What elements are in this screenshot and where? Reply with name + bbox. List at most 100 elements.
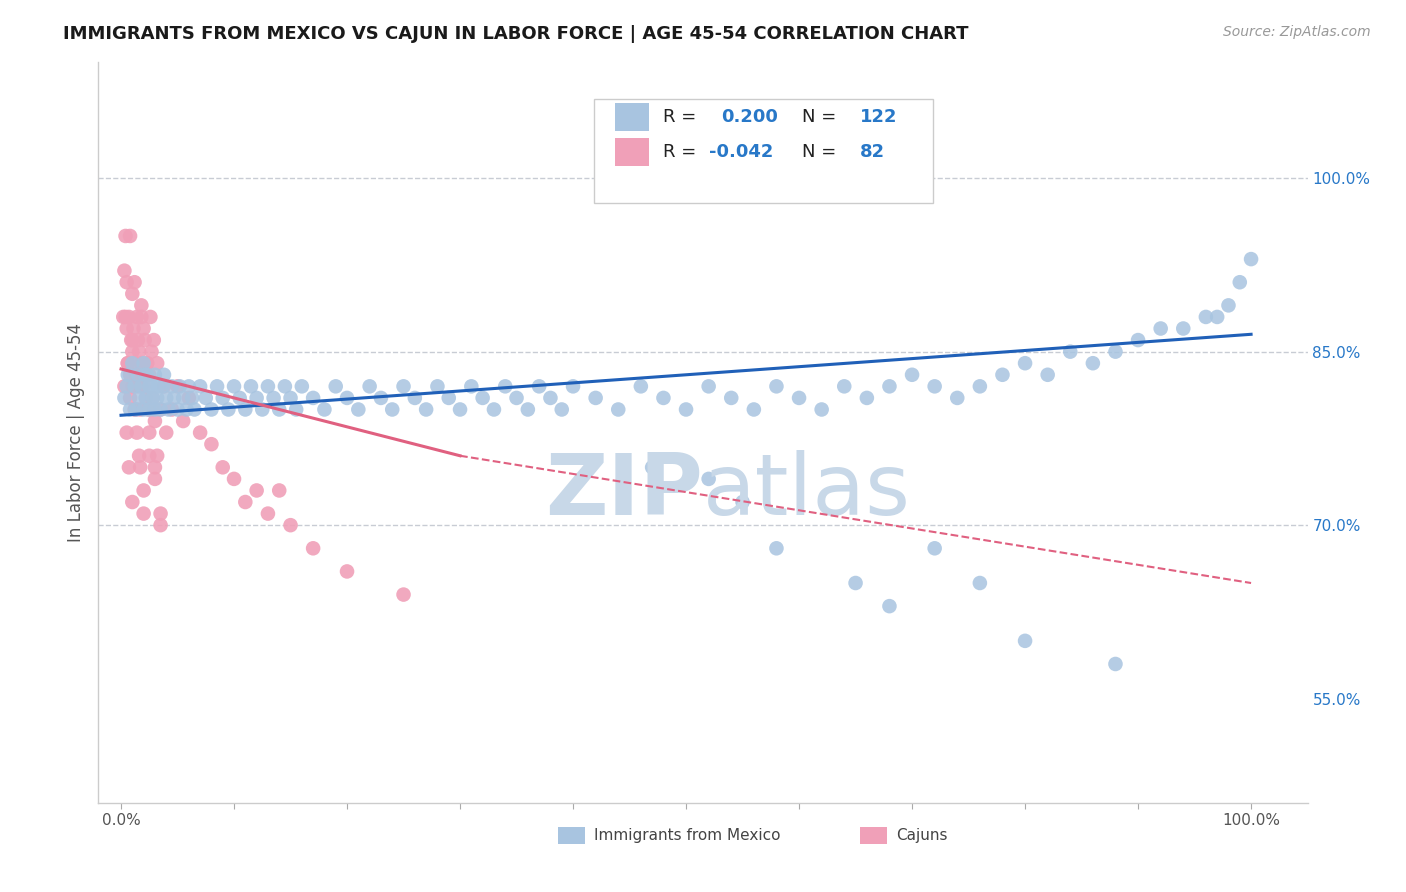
Point [969,379,991,393]
Point [128,344,150,359]
Point [697,379,720,393]
Point [112,379,135,393]
Point [121,379,143,393]
Point [114,229,136,244]
Point [228,391,250,405]
Point [336,565,359,579]
Point [1014,633,1036,648]
Point [415,402,437,417]
Point [1014,356,1036,370]
Point [263,391,285,405]
Text: 0.200: 0.200 [721,108,778,127]
Point [1206,310,1229,324]
Point [257,379,280,393]
Point [120,368,142,382]
Point [269,483,291,498]
Point [991,368,1014,382]
Point [787,391,810,405]
Point [149,518,172,533]
Point [585,391,607,405]
Point [166,402,188,417]
Point [125,310,148,324]
Point [969,576,991,591]
Text: ZIP: ZIP [546,450,703,533]
Point [177,379,200,393]
Point [132,402,155,417]
Text: Immigrants from Mexico: Immigrants from Mexico [595,828,780,843]
Point [138,402,160,417]
Point [194,391,217,405]
Point [131,310,153,324]
Point [143,402,166,417]
Point [494,379,516,393]
Point [211,391,233,405]
Point [551,402,574,417]
Text: 82: 82 [860,143,886,161]
Point [562,379,585,393]
Point [120,402,142,417]
Point [538,391,561,405]
Text: Cajuns: Cajuns [897,828,948,843]
Point [146,391,169,405]
Point [131,379,153,393]
Text: -0.042: -0.042 [709,143,773,161]
Point [124,275,146,289]
Point [146,356,169,370]
Point [122,321,145,335]
Point [121,495,143,509]
Point [336,391,359,405]
Point [291,379,314,393]
Point [166,379,188,393]
Point [527,379,550,393]
Point [183,402,205,417]
Point [141,379,163,393]
Point [274,379,297,393]
Point [138,449,160,463]
Point [172,414,194,428]
Point [135,391,157,405]
Bar [614,138,648,166]
Text: N =: N = [803,143,837,161]
Point [143,368,166,382]
Point [1036,368,1059,382]
Point [505,391,527,405]
Point [120,391,142,405]
Point [1173,321,1195,335]
Point [153,379,176,393]
Point [172,391,194,405]
Point [115,275,138,289]
Point [127,379,149,393]
Point [115,379,138,393]
Point [222,379,245,393]
Point [152,379,174,393]
Point [392,379,415,393]
Point [163,391,186,405]
Point [731,495,754,509]
Point [460,379,482,393]
Point [1081,356,1104,370]
Point [675,402,697,417]
Point [1059,344,1081,359]
Point [370,391,392,405]
Point [426,379,449,393]
Point [136,356,159,370]
Point [139,310,162,324]
Point [856,391,879,405]
Point [115,425,138,440]
Point [222,472,245,486]
Text: N =: N = [803,108,837,127]
Point [1150,321,1173,335]
Text: 122: 122 [860,108,897,127]
Point [136,402,159,417]
Point [1218,298,1240,312]
Text: R =: R = [664,108,696,127]
Point [314,402,336,417]
Point [142,333,165,347]
Point [233,402,256,417]
Point [148,379,170,393]
Point [1104,657,1126,671]
Point [129,402,152,417]
Point [285,402,308,417]
Point [117,356,139,370]
Point [143,414,166,428]
